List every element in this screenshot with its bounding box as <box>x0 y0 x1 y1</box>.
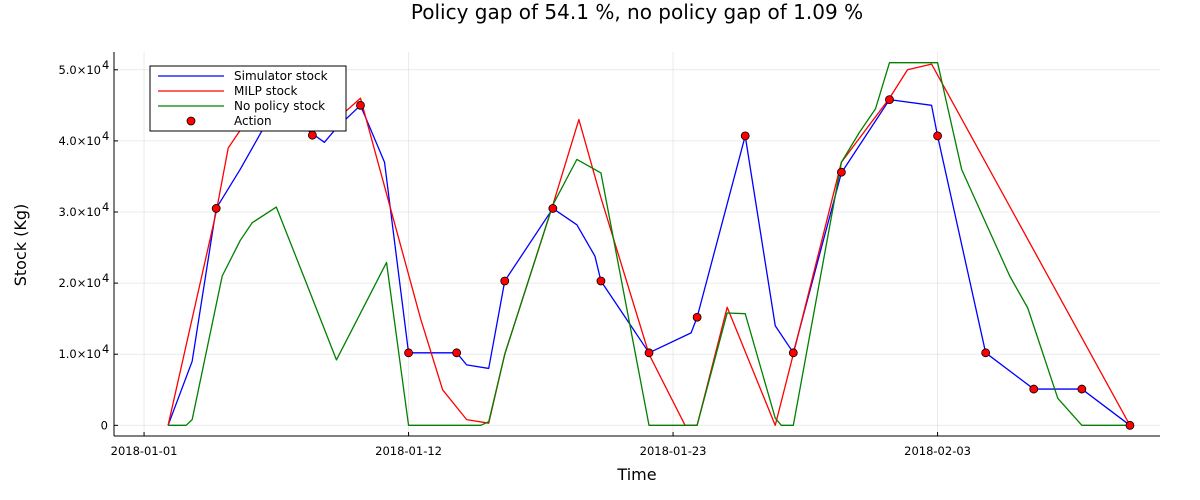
action-point <box>1029 384 1039 394</box>
legend-swatch <box>186 116 196 126</box>
legend-label: Simulator stock <box>234 69 328 83</box>
legend-label: No policy stock <box>234 99 325 113</box>
action-point <box>356 100 365 110</box>
y-tick-exponent: 4 <box>102 129 109 143</box>
legend-label: Action <box>234 114 272 128</box>
x-tick-label: 2018-01-01 <box>111 444 178 458</box>
x-axis-title: Time <box>616 465 656 484</box>
legend-label: MILP stock <box>234 84 298 98</box>
action-point <box>500 276 510 286</box>
axes: 2018-01-01 2018-01-12 2018-01-23 2018-02-03… <box>58 52 1160 458</box>
y-tick-exponent: 4 <box>102 58 109 72</box>
y-tick-label: 1.0×10 <box>58 347 101 361</box>
x-tick-label: 2018-01-12 <box>375 444 442 458</box>
action-point <box>644 348 654 358</box>
action-markers <box>211 95 1135 430</box>
action-point <box>1125 420 1135 430</box>
y-tick-exponent: 4 <box>102 271 109 285</box>
action-point <box>596 276 606 286</box>
action-point <box>452 348 462 358</box>
action-point <box>307 130 317 140</box>
action-point <box>211 204 221 213</box>
action-point <box>933 131 942 141</box>
grid <box>114 52 1160 436</box>
no-policy-stock-line <box>168 62 1130 426</box>
action-point <box>404 348 413 358</box>
action-point <box>692 312 702 322</box>
action-point <box>1077 384 1087 394</box>
legend-box <box>149 65 347 132</box>
action-point <box>740 131 750 141</box>
y-tick-exponent: 4 <box>102 200 109 214</box>
y-axis-title: Stock (Kg) <box>11 204 30 287</box>
y-tick-label: 0 <box>101 418 108 432</box>
x-tick-label: 2018-01-23 <box>640 444 707 458</box>
y-tick-label: 4.0×10 <box>58 134 101 148</box>
action-point <box>885 95 894 105</box>
action-point <box>836 167 846 177</box>
action-point <box>788 348 798 358</box>
action-point <box>981 348 991 358</box>
y-tick-exponent: 4 <box>102 342 109 356</box>
chart-title: Policy gap of 54.1 %, no policy gap of 1… <box>411 0 863 24</box>
y-tick-label: 3.0×10 <box>58 205 101 219</box>
action-point <box>548 204 558 213</box>
y-tick-label: 5.0×10 <box>58 63 101 77</box>
y-tick-label: 2.0×10 <box>58 276 101 290</box>
x-tick-label: 2018-02-03 <box>904 444 971 458</box>
